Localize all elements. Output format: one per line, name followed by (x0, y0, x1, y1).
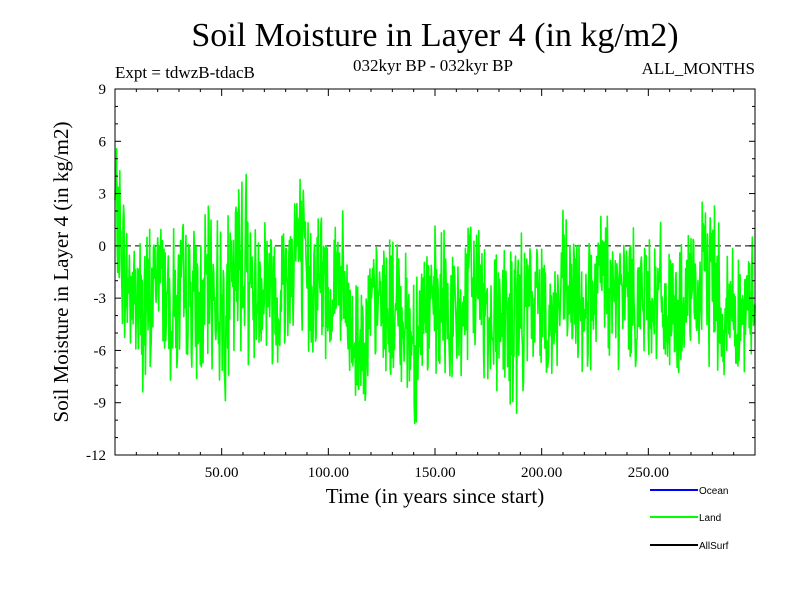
x-tick-label: 250.00 (628, 465, 669, 481)
y-axis-label: Soil Moisture in Layer 4 (in kg/m2) (49, 122, 73, 423)
y-tick-label: -9 (94, 396, 107, 412)
y-tick-label: 3 (99, 187, 107, 203)
experiment-label: Expt = tdwzB-tdacB (115, 63, 255, 82)
x-tick-label: 150.00 (414, 465, 455, 481)
x-tick-label: 100.00 (308, 465, 349, 481)
x-axis-label: Time (in years since start) (326, 484, 545, 508)
x-tick-label: 50.00 (205, 465, 239, 481)
y-tick-label: 9 (99, 82, 107, 98)
legend: Ocean Land AllSurf (650, 486, 729, 552)
y-tick-label: -6 (94, 343, 107, 359)
y-tick-label: -12 (86, 448, 106, 464)
legend-label-allsurf: AllSurf (699, 541, 729, 552)
y-tick-label: -3 (94, 291, 107, 307)
y-tick-label: 0 (99, 239, 107, 255)
axis-ticks: -12 -9 -6 -3 0 3 6 9 50.00 100.00 150.00 200.00 250.… (86, 82, 755, 481)
x-tick-label: 200.00 (521, 465, 562, 481)
months-label: ALL_MONTHS (642, 59, 755, 78)
plot-area (114, 147, 756, 425)
legend-label-land: Land (699, 513, 721, 524)
chart-title: Soil Moisture in Layer 4 (in kg/m2) (191, 17, 678, 54)
y-tick-label: 6 (99, 134, 107, 150)
series-line-land (114, 147, 756, 425)
legend-label-ocean: Ocean (699, 486, 728, 497)
period-label: 032kyr BP - 032kyr BP (353, 56, 513, 75)
